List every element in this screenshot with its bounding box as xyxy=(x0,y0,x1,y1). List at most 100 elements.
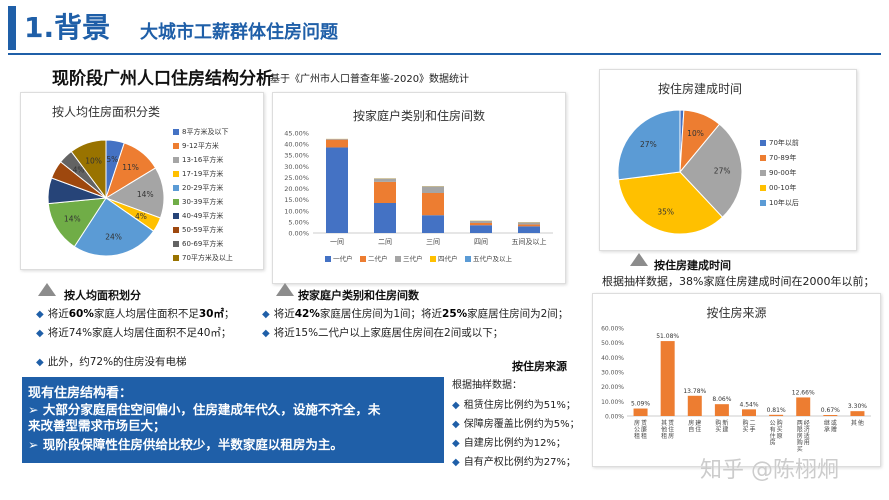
bar xyxy=(769,414,784,416)
bar-segment xyxy=(518,222,540,225)
legend-swatch xyxy=(360,256,366,262)
legend-item: 70-89年 xyxy=(760,151,850,166)
triangle-icon xyxy=(276,283,294,296)
bar xyxy=(742,409,756,416)
pie-slice xyxy=(73,197,155,257)
bar-segment xyxy=(422,186,444,193)
legend-label: 三代户 xyxy=(403,254,423,263)
area-caption: 按人均面积划分 xyxy=(64,289,141,302)
legend-label: 70年以前 xyxy=(769,139,799,147)
bar xyxy=(660,341,675,416)
diamond-icon: ◆ xyxy=(452,438,460,449)
x-tick-label: 公有住房购买原 xyxy=(770,419,783,447)
legend-label: 70-89年 xyxy=(769,154,797,162)
bar-data-label: 51.08% xyxy=(656,333,679,340)
diamond-icon: ◆ xyxy=(452,419,460,430)
y-tick-label: 20.00% xyxy=(284,185,309,193)
y-tick-label: 5.00% xyxy=(288,218,309,226)
summary-box: 现有住房结构看： ➢ 大部分家庭居住空间偏小，住房建成年代久，设施不齐全，未 来… xyxy=(22,377,444,463)
legend-item: 30-39平方米 xyxy=(173,195,263,209)
built-pie-title: 按住房建成时间 xyxy=(657,82,742,96)
area-bullet-1: ◆ 将近60%家庭人均居住面积不足30㎡； xyxy=(36,308,235,320)
bar-data-label: 4.54% xyxy=(739,401,758,408)
pie-slice xyxy=(104,167,165,219)
bar-data-label: 13.78% xyxy=(683,388,706,395)
x-tick-label: 二间 xyxy=(378,238,392,246)
source-bar-card: 按住房来源 0.00% 10.00% 20.00% 30.00% 40.00% 50.00… xyxy=(592,293,881,467)
diamond-icon: ◆ xyxy=(36,357,44,368)
source-item-4: ◆ 自有产权比例约为27%； xyxy=(452,457,576,468)
built-caption: 按住房建成时间 xyxy=(654,259,731,272)
pie-data-label: 24% xyxy=(105,233,122,242)
household-bullet-1: ◆ 将近42%家庭居住房间为1间；将近25%家庭居住房间为2间； xyxy=(262,308,569,320)
header-divider xyxy=(8,53,881,55)
legend-label: 二代户 xyxy=(368,254,388,263)
bar-data-label: 5.09% xyxy=(631,401,650,408)
legend-item: 17-19平方米 xyxy=(173,167,263,181)
household-bar-title: 按家庭户类别和住房间数 xyxy=(352,109,485,123)
pie-slice xyxy=(617,109,681,181)
legend-swatch xyxy=(760,140,766,146)
legend-label: 一代户 xyxy=(333,254,353,263)
area-bullet-2: ◆ 将近74%家庭人均居住面积不足40㎡； xyxy=(36,327,232,339)
pie-data-label: 11% xyxy=(122,163,139,172)
legend-item: 90-00年 xyxy=(760,166,850,181)
bar-segment xyxy=(422,215,444,233)
legend-label: 17-19平方米 xyxy=(182,170,224,178)
pie-slice xyxy=(617,171,724,235)
bar-data-label: 3.30% xyxy=(848,403,867,410)
x-tick-label: 购买新建 xyxy=(715,419,728,434)
y-tick-label: 45.00% xyxy=(284,130,309,138)
bar xyxy=(850,411,865,416)
x-tick-label: 购买二手 xyxy=(742,419,755,434)
built-pie-card: 按住房建成时间 1%10%27%35%27% 70年以前70-89年90-00年… xyxy=(599,69,857,251)
legend-label: 五代户及以上 xyxy=(473,254,513,263)
y-tick-label: 30.00% xyxy=(601,370,624,377)
y-tick-label: 0.00% xyxy=(605,414,624,421)
bar-segment xyxy=(518,224,540,227)
y-tick-label: 10.00% xyxy=(601,399,624,406)
y-tick-label: 60.00% xyxy=(601,326,624,333)
y-tick-label: 30.00% xyxy=(284,163,309,171)
legend-swatch xyxy=(173,255,179,261)
legend-swatch xyxy=(430,256,436,262)
legend-swatch xyxy=(760,185,766,191)
triangle-icon xyxy=(630,253,648,266)
pie-slice xyxy=(47,197,107,248)
legend-label: 00-10年 xyxy=(769,184,797,192)
x-tick-label: 继承或赠 xyxy=(824,419,837,434)
legend-swatch xyxy=(173,213,179,219)
source-bar-title: 按住房来源 xyxy=(706,306,767,320)
legend-swatch xyxy=(760,170,766,176)
area-pie-title: 按人均住房面积分类 xyxy=(51,105,160,119)
bar-segment xyxy=(326,139,348,148)
legend-swatch xyxy=(325,256,331,262)
legend-label: 四代户 xyxy=(438,254,458,263)
legend-label: 13-16平方米 xyxy=(182,156,224,164)
source-item-2: ◆ 保障房覆盖比例约为5%； xyxy=(452,419,580,430)
pie-slice xyxy=(70,139,107,200)
household-bar-chart: 0.00% 5.00% 10.00% 15.00% 20.00% 25.00% 30.00%… xyxy=(284,130,553,263)
elevator-note: ◆ 此外，约72%的住房没有电梯 xyxy=(36,356,187,368)
legend-label: 50-59平方米 xyxy=(182,226,224,234)
pie-data-label: 10% xyxy=(687,129,704,138)
section-title: 现阶段广州人口住房结构分析 xyxy=(52,69,273,89)
legend-label: 90-00年 xyxy=(769,169,797,177)
source-caption: 按住房来源 xyxy=(512,360,567,373)
legend-item: 10年以后 xyxy=(760,196,850,211)
x-tick-label: 其他租赁住房 xyxy=(661,419,674,440)
bar-segment xyxy=(374,178,396,182)
watermark: 知乎 @陈栩炯 xyxy=(700,458,839,483)
bar-segment xyxy=(518,226,540,233)
area-pie-legend: 8平方米及以下 9-12平方米 13-16平方米 17-19平方米 20-29平方米 30… xyxy=(173,125,263,265)
bar-data-label: 12.66% xyxy=(792,389,815,396)
bar-data-label: 0.67% xyxy=(821,407,840,414)
legend-label: 10年以后 xyxy=(769,199,799,207)
diamond-icon: ◆ xyxy=(36,309,44,320)
source-item-1: ◆ 租赁住房比例约为51%； xyxy=(452,400,576,411)
bar-segment xyxy=(374,203,396,233)
legend-swatch xyxy=(173,199,179,205)
summary-line-1: ➢ 大部分家庭居住空间偏小，住房建成年代久，设施不齐全，未 xyxy=(28,402,381,417)
legend-label: 60-69平方米 xyxy=(182,240,224,248)
y-tick-label: 25.00% xyxy=(284,174,309,182)
